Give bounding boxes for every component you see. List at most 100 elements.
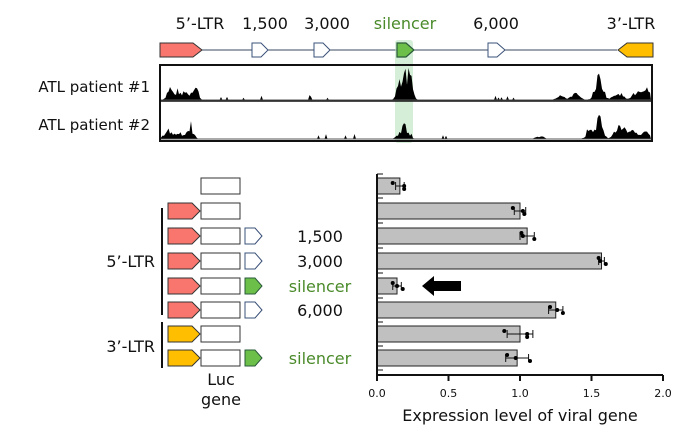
- luc-label: Luc: [207, 370, 235, 389]
- ltr5-promoter-icon: [167, 277, 201, 295]
- data-point: [603, 262, 608, 266]
- data-point: [560, 311, 565, 315]
- luc-gene-box: [200, 325, 241, 343]
- data-point: [520, 209, 525, 213]
- construct-row: 1,500: [167, 227, 343, 246]
- segment-insert-icon: [244, 227, 263, 245]
- construct-label: silencer: [289, 349, 352, 368]
- ltr5-arrow-icon: [159, 42, 203, 58]
- bar-chart: 0.0 0.5 1.0 1.5 2.0 Expression level of vira…: [368, 173, 672, 425]
- data-point: [395, 284, 400, 288]
- x-tick-label: 2.0: [654, 387, 672, 400]
- luc-gene-box: [200, 349, 241, 367]
- data-point: [402, 184, 407, 188]
- construct-row: silencer: [167, 277, 352, 296]
- track-label: ATL patient #2: [38, 116, 150, 134]
- data-point: [596, 256, 601, 260]
- group-label-5ltr: 5’-LTR: [106, 252, 155, 271]
- segment-insert-icon: [244, 301, 263, 319]
- label-silencer: silencer: [374, 14, 437, 33]
- data-point: [510, 206, 515, 210]
- bar-group: [376, 349, 533, 367]
- label-6000: 6,000: [473, 14, 519, 33]
- silencer-arrow-icon: [396, 42, 415, 58]
- construct-row: 3,000: [167, 252, 343, 271]
- data-point: [400, 287, 405, 291]
- luc-gene-box: [200, 177, 241, 195]
- segment-1500-icon: [251, 42, 269, 58]
- coverage-track-patient-1: [161, 68, 651, 100]
- construct-row: [167, 202, 241, 220]
- segment-6000-icon: [487, 42, 506, 58]
- bar-group: [376, 252, 608, 270]
- data-point: [402, 187, 407, 191]
- data-point: [502, 329, 507, 333]
- data-point: [390, 281, 395, 285]
- data-point: [528, 359, 533, 363]
- constructs-diagram: 5’-LTR 3’-LTR Luc gene 1,500 3,000 silence…: [106, 177, 352, 409]
- track-label: ATL patient #1: [38, 78, 150, 96]
- bar: [376, 325, 521, 343]
- bar-group: [376, 202, 527, 220]
- x-tick-label: 0.0: [368, 387, 386, 400]
- ltr5-promoter-icon: [167, 252, 201, 270]
- data-point: [548, 305, 553, 309]
- group-label-3ltr: 3’-LTR: [106, 337, 155, 356]
- luc-gene-box: [200, 301, 241, 319]
- construct-label: 3,000: [297, 252, 343, 271]
- data-point: [525, 332, 530, 336]
- bar: [376, 301, 557, 319]
- construct-row: [200, 177, 241, 195]
- coverage-track-patient-2: [161, 114, 651, 139]
- label-5ltr: 5’-LTR: [176, 14, 225, 33]
- ltr3-arrow-icon: [617, 42, 654, 58]
- tracks-frame: [159, 64, 653, 142]
- bar-group: [376, 301, 565, 319]
- construct-row: 6,000: [167, 301, 343, 320]
- bar-group: [376, 177, 407, 195]
- data-point: [519, 231, 524, 235]
- luc-gene-box: [200, 227, 241, 245]
- segment-3000-icon: [313, 42, 331, 58]
- construct-label: 1,500: [297, 227, 343, 246]
- bar-group: [376, 325, 534, 343]
- construct-label: silencer: [289, 277, 352, 296]
- bar-group: [376, 277, 405, 295]
- arrow-annotation-icon: [422, 276, 461, 296]
- data-point: [505, 353, 510, 357]
- data-point: [522, 212, 527, 216]
- data-point: [513, 356, 518, 360]
- construct-label: 6,000: [297, 301, 343, 320]
- data-point: [555, 308, 560, 312]
- bar: [376, 227, 528, 245]
- ltr5-promoter-icon: [167, 202, 201, 220]
- x-tick-label: 1.5: [583, 387, 601, 400]
- silencer-insert-icon: [244, 349, 263, 367]
- data-point: [598, 259, 603, 263]
- data-point: [532, 237, 537, 241]
- ltr3-promoter-icon: [167, 325, 201, 343]
- bar: [376, 349, 518, 367]
- x-tick-label: 0.5: [440, 387, 458, 400]
- segment-insert-icon: [244, 252, 263, 270]
- genome-map: 5’-LTR 1,500 3,000 silencer 6,000 3’-LTR…: [38, 14, 655, 143]
- ltr5-promoter-icon: [167, 301, 201, 319]
- data-point: [525, 335, 530, 339]
- luc-gene-box: [200, 252, 241, 270]
- x-tick-label: 1.0: [511, 387, 529, 400]
- bar: [376, 202, 521, 220]
- bar: [376, 252, 603, 270]
- data-point: [390, 181, 395, 185]
- construct-row: silencer: [167, 349, 352, 368]
- luc-gene-box: [200, 277, 241, 295]
- luc-gene-box: [200, 202, 241, 220]
- ltr5-promoter-icon: [167, 227, 201, 245]
- x-axis-label: Expression level of viral gene: [402, 406, 637, 425]
- bar-group: [376, 227, 537, 245]
- data-point: [520, 234, 525, 238]
- label-3000: 3,000: [304, 14, 350, 33]
- construct-row: [167, 325, 241, 343]
- label-1500: 1,500: [242, 14, 288, 33]
- luc-label: gene: [201, 390, 241, 409]
